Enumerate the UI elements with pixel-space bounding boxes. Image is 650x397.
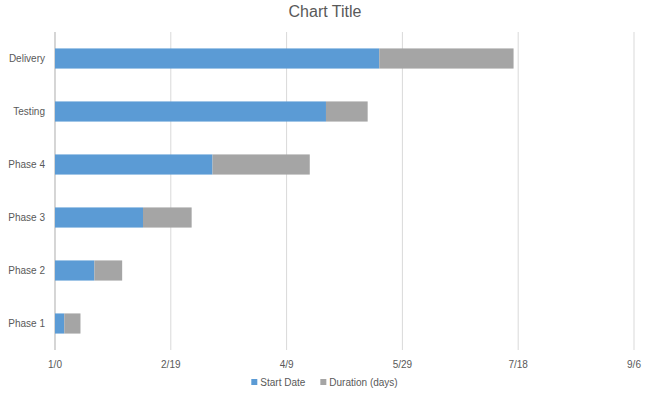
grid-line [286, 32, 287, 350]
legend-swatch [320, 379, 326, 385]
chart-title: Chart Title [289, 3, 362, 20]
legend-label: Start Date [260, 377, 305, 388]
bar [379, 48, 513, 68]
x-tick-label: 4/9 [280, 359, 294, 370]
legend: Start Date Duration (days) [251, 377, 397, 388]
grid-line [170, 32, 171, 350]
chart-svg: Chart Title 1/0 2/19 4/9 5/29 7/18 9/6 Phase 1 P… [0, 0, 650, 397]
y-tick-label: Phase 4 [8, 159, 45, 170]
x-tick-label: 9/6 [627, 359, 641, 370]
grid-line [402, 32, 403, 350]
grid-line [518, 32, 519, 350]
bar [55, 260, 94, 280]
x-tick-label: 7/18 [508, 359, 528, 370]
x-tick-label: 5/29 [393, 359, 413, 370]
bar [64, 313, 80, 333]
bar [55, 101, 326, 121]
y-axis-line [55, 32, 56, 350]
bar [326, 101, 368, 121]
x-tick-label: 1/0 [48, 359, 62, 370]
bar [94, 260, 122, 280]
bar [143, 207, 192, 227]
bar [55, 207, 143, 227]
x-tick-label: 2/19 [161, 359, 181, 370]
grid-line [634, 32, 635, 350]
legend-label: Duration (days) [329, 377, 397, 388]
legend-swatch [251, 379, 257, 385]
y-tick-label: Phase 3 [8, 212, 45, 223]
bar [55, 154, 212, 174]
bar [55, 48, 379, 68]
y-tick-label: Delivery [9, 53, 45, 64]
bar [212, 154, 309, 174]
chart-container: Chart Title 1/0 2/19 4/9 5/29 7/18 9/6 Phase 1 P… [0, 0, 650, 397]
bar [55, 313, 64, 333]
grid-line [55, 32, 56, 350]
y-tick-label: Testing [13, 106, 45, 117]
bars [55, 48, 514, 333]
background [0, 0, 650, 397]
y-tick-label: Phase 2 [8, 265, 45, 276]
y-tick-label: Phase 1 [8, 318, 45, 329]
